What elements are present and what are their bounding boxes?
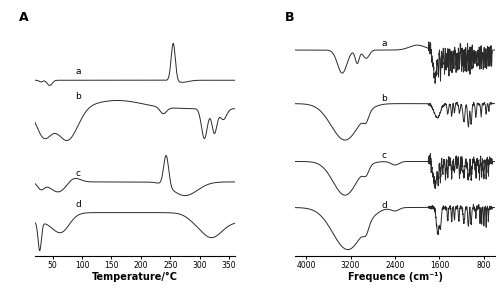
Text: b: b [381, 94, 387, 103]
Text: A: A [19, 10, 28, 24]
X-axis label: Frequence (cm⁻¹): Frequence (cm⁻¹) [348, 272, 442, 282]
X-axis label: Temperature/°C: Temperature/°C [92, 272, 178, 282]
Text: c: c [75, 169, 80, 178]
Text: d: d [75, 200, 81, 209]
Text: B: B [285, 10, 294, 24]
Text: c: c [381, 151, 386, 160]
Text: a: a [381, 38, 386, 47]
Text: b: b [75, 92, 81, 101]
Text: d: d [381, 201, 387, 210]
Text: a: a [75, 67, 80, 76]
